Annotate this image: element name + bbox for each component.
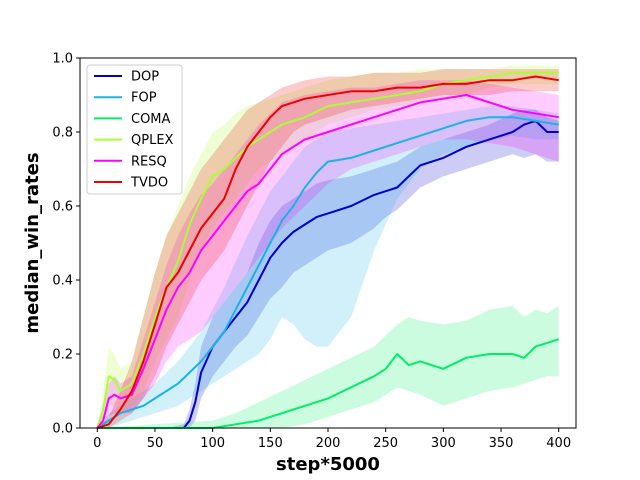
band-coma	[97, 305, 559, 428]
x-tick-label: 400	[546, 436, 571, 451]
x-tick-label: 300	[431, 436, 456, 451]
x-tick-label: 50	[147, 436, 164, 451]
series-line-coma	[97, 338, 560, 429]
band-tvdo	[97, 69, 559, 428]
y-tick-label: 0.6	[52, 200, 73, 215]
legend-label-qplex: QPLEX	[131, 133, 174, 148]
x-tick-label: 150	[258, 436, 283, 451]
legend-label-dop: DOP	[131, 70, 159, 85]
legend-label-fop: FOP	[131, 91, 157, 106]
x-tick-label: 250	[373, 436, 398, 451]
x-tick-label: 350	[489, 436, 514, 451]
legend-label-resq: RESQ	[131, 154, 167, 169]
series-line-dop	[97, 119, 559, 429]
y-axis-ticks: 0.0 0.2 0.4 0.6 0.8 1.0	[52, 52, 80, 437]
x-tick-label: 100	[200, 436, 225, 451]
legend-label-coma: COMA	[131, 112, 171, 127]
y-tick-label: 0.0	[52, 422, 73, 437]
band-resq	[97, 80, 559, 428]
legend: DOP FOP COMA QPLEX RESQ TVDO	[86, 64, 183, 195]
x-axis-ticks: 0 50 100 150 200 250 300 350 400	[93, 428, 571, 451]
y-tick-label: 0.8	[52, 126, 73, 141]
y-tick-label: 0.4	[52, 274, 73, 289]
series-line-resq	[96, 94, 559, 429]
series-line-fop	[96, 116, 559, 429]
x-axis-title: step*5000	[276, 454, 380, 475]
y-tick-label: 0.2	[52, 348, 73, 363]
band-qplex	[97, 65, 559, 429]
legend-label-tvdo: TVDO	[130, 176, 168, 191]
y-axis-title: median_win_rates	[22, 152, 43, 333]
x-tick-label: 200	[316, 436, 341, 451]
series-lines	[96, 71, 560, 429]
y-tick-label: 1.0	[52, 52, 73, 67]
series-line-tvdo	[96, 75, 559, 429]
x-tick-label: 0	[93, 436, 101, 451]
